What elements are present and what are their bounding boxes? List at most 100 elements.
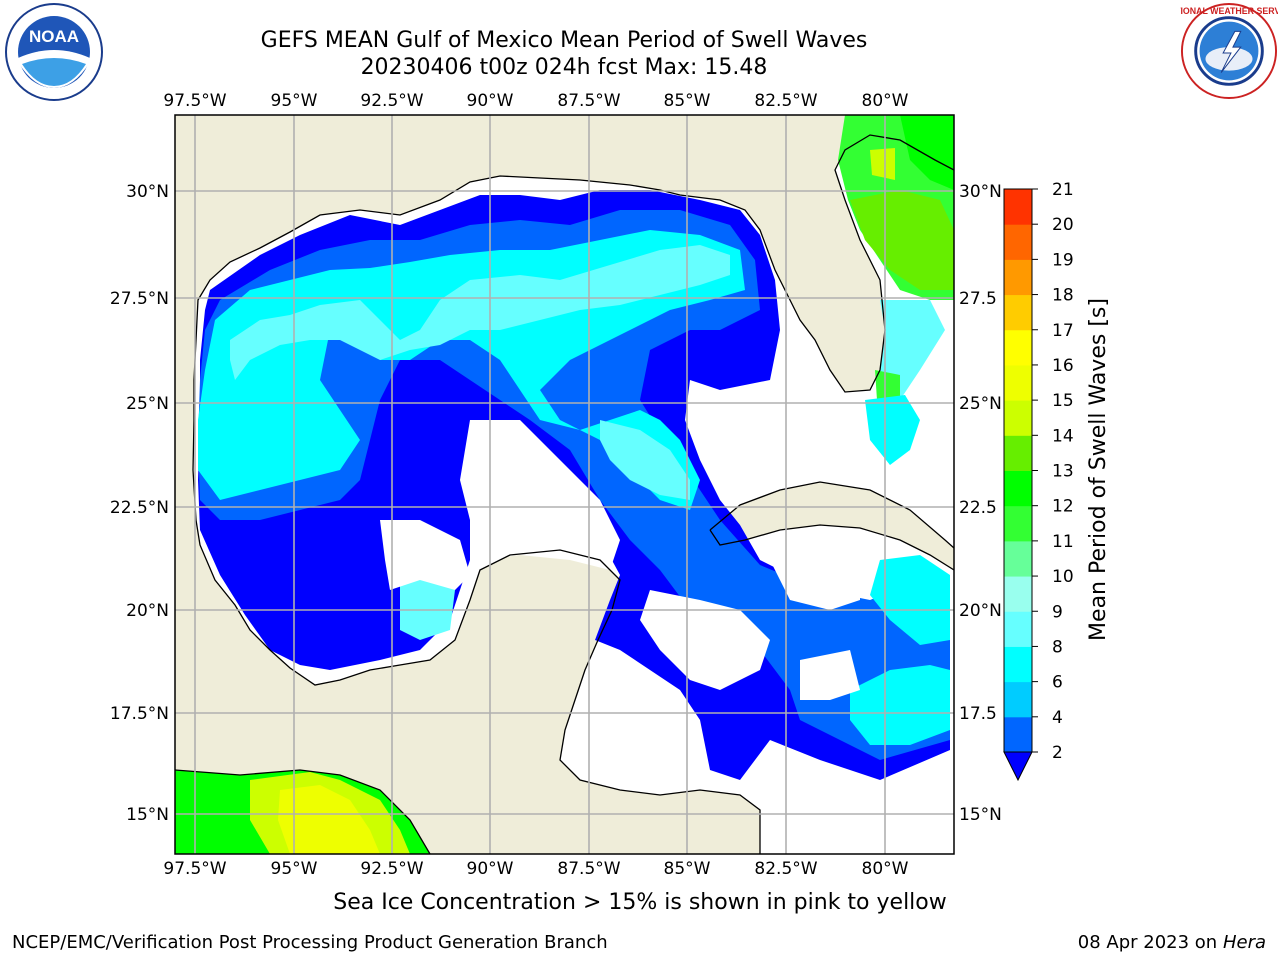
swell-carib-cyan-2 (870, 555, 950, 645)
colorbar-segment (1004, 259, 1032, 296)
lon-label-top: 85°W (664, 91, 711, 111)
lon-label-top: 80°W (862, 91, 909, 111)
noaa-logo: NOAA (5, 3, 103, 101)
lon-label-top: 97.5°W (163, 91, 226, 111)
swell-band-8-b (600, 420, 690, 500)
lon-label-bottom: 97.5°W (163, 859, 226, 879)
colorbar-label: Mean Period of Swell Waves [s] (1085, 298, 1111, 641)
colorbar-tick-label: 15 (1052, 391, 1074, 411)
colorbar-segment (1004, 189, 1032, 225)
lat-label-left: 25°N (126, 394, 169, 414)
swell-atlantic-green-3 (900, 115, 954, 190)
colorbar-tick-label: 20 (1052, 215, 1074, 235)
colorbar-segment (1004, 505, 1032, 542)
swell-keys-cyan (865, 395, 920, 465)
colorbar-segment (1004, 294, 1032, 331)
colorbar-tick-label: 12 (1052, 497, 1074, 517)
lon-label-bottom: 85°W (664, 859, 711, 879)
svg-text:NATIONAL WEATHER SERVICE: NATIONAL WEATHER SERVICE (1180, 6, 1278, 16)
colorbar-segment (1004, 400, 1032, 436)
land-cuba (710, 482, 954, 570)
lat-label-right: 25°N (959, 394, 1002, 414)
lat-label-left: 22.5°N (110, 498, 169, 518)
colorbar-tick-label: 17 (1052, 321, 1074, 341)
lat-label-right: 20°N (959, 601, 1002, 621)
colorbar-tick-label: 10 (1052, 567, 1074, 587)
map-frame (174, 114, 955, 855)
lat-label-right: 17.5 (959, 704, 997, 724)
svg-text:NOAA: NOAA (29, 27, 79, 46)
colorbar-segment (1004, 716, 1032, 753)
coastline-pacific (175, 769, 431, 854)
swell-pacific-yellow (278, 785, 380, 854)
footer-machine: Hera (1222, 932, 1266, 953)
swell-band-8 (230, 245, 730, 380)
nws-logo: NATIONAL WEATHER SERVICE (1180, 2, 1278, 100)
colorbar-tick-label: 21 (1052, 180, 1074, 200)
footer-date-text: 08 Apr 2023 on (1077, 932, 1218, 953)
gridlines (175, 115, 954, 854)
nodata-hole-2 (380, 520, 470, 590)
lat-label-left: 27.5°N (110, 289, 169, 309)
lon-label-bottom: 82.5°W (754, 859, 817, 879)
colorbar-tick-label: 11 (1052, 532, 1074, 552)
swell-field (175, 115, 954, 854)
coastline-cuba (709, 481, 954, 571)
tick-labels: 97.5°W 97.5°W 95°W 95°W 92.5°W 92.5°W 90°W 90°W… (110, 91, 1002, 879)
sea-ice-note: Sea Ice Concentration > 15% is shown in … (333, 890, 947, 915)
lat-label-right: 22.5 (959, 498, 997, 518)
lon-label-bottom: 92.5°W (360, 859, 423, 879)
colorbar-tick-label: 13 (1052, 462, 1074, 482)
swell-bay-cyan (400, 575, 455, 640)
lon-label-bottom: 80°W (862, 859, 909, 879)
colorbar-segment (1004, 540, 1032, 577)
colorbar-tick-label: 16 (1052, 356, 1074, 376)
colorbar-segment (1004, 435, 1032, 471)
colorbar-segment (1004, 611, 1032, 647)
colorbar-segment (1004, 329, 1032, 366)
colorbar-tick-label: 8 (1052, 637, 1063, 657)
lon-label-top: 95°W (271, 91, 318, 111)
colorbar-tick-label: 9 (1052, 602, 1063, 622)
nodata-hole-3 (640, 590, 770, 690)
colorbar-tick-label: 14 (1052, 426, 1074, 446)
colorbar-tick-label: 19 (1052, 250, 1074, 270)
swell-carib-cyan (850, 665, 950, 745)
lon-label-bottom: 87.5°W (557, 859, 620, 879)
colorbar-segment (1004, 224, 1032, 260)
footer-date: 08 Apr 2023 on Hera (1078, 932, 1266, 953)
footer-credit: NCEP/EMC/Verification Post Processing Pr… (12, 932, 608, 953)
colorbar-segment (1004, 576, 1032, 612)
lat-label-right: 27.5 (959, 289, 997, 309)
lat-label-right: 15°N (959, 805, 1002, 825)
colorbar-segment (1004, 470, 1032, 507)
lat-label-left: 17.5°N (110, 704, 169, 724)
lat-label-left: 15°N (126, 805, 169, 825)
nodata-hole-6 (800, 650, 860, 700)
colorbar-segment (1004, 681, 1032, 718)
colorbar-segment (1004, 646, 1032, 683)
lat-label-left: 20°N (126, 601, 169, 621)
swell-atlantic-green-2 (850, 190, 954, 290)
colorbar: 2 4 6 8 9 10 11 12 13 14 15 16 17 18 19 20 21 (1003, 180, 1074, 782)
lon-label-bottom: 95°W (271, 859, 318, 879)
colorbar-tick-label: 4 (1052, 708, 1063, 728)
lon-label-top: 87.5°W (557, 91, 620, 111)
nodata-hole-4 (700, 390, 870, 490)
nodata-hole-5 (770, 560, 860, 610)
colorbar-tick-label: 6 (1052, 673, 1063, 693)
lon-label-top: 92.5°W (360, 91, 423, 111)
lon-label-top: 90°W (467, 91, 514, 111)
swell-atlantic-yellow (870, 148, 895, 180)
colorbar-tick-label: 18 (1052, 286, 1074, 306)
colorbar-extend-triangle (1003, 751, 1033, 782)
nodata-hole-1 (460, 420, 620, 570)
chart-title: GEFS MEAN Gulf of Mexico Mean Period of … (260, 28, 868, 53)
chart-subtitle: 20230406 t00z 024h fcst Max: 15.48 (360, 55, 768, 80)
lon-label-top: 82.5°W (754, 91, 817, 111)
lat-label-left: 30°N (126, 182, 169, 202)
lon-label-bottom: 90°W (467, 859, 514, 879)
colorbar-tick-label: 2 (1052, 743, 1063, 763)
lat-label-right: 30°N (959, 182, 1002, 202)
